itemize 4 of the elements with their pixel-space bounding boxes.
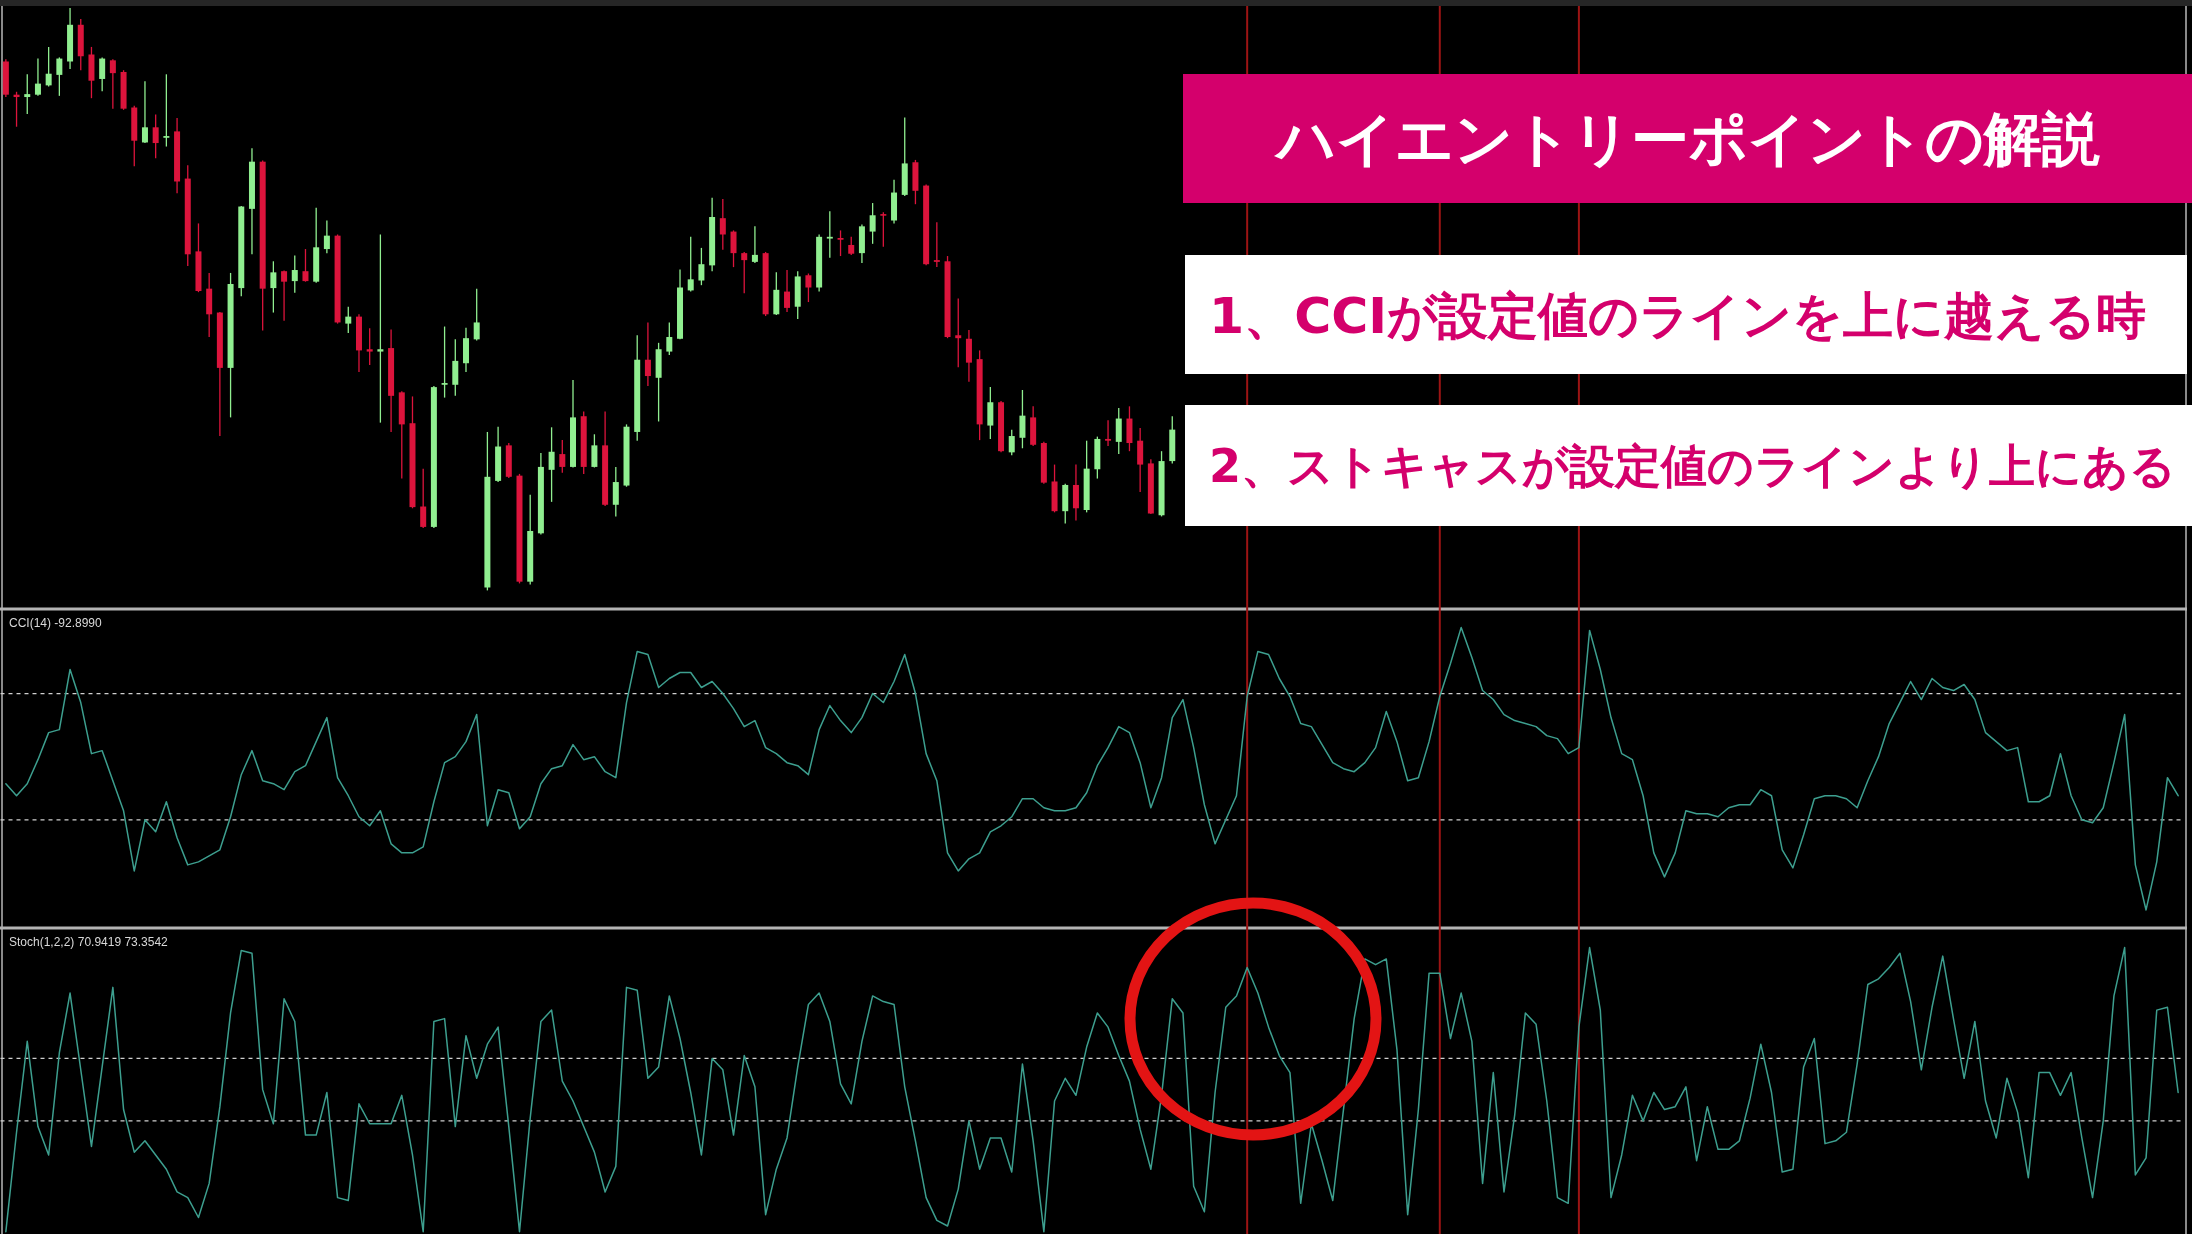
title: CCI(14) -92.8990 [9, 616, 102, 630]
annotation: 1、CCIが設定値のラインを上に越える時 [1209, 285, 2146, 345]
title: Stoch(1,2,2) 70.9419 73.3542 [9, 935, 168, 949]
annotation: 2、ストキャスが設定値のラインより上にある [1209, 439, 2177, 494]
